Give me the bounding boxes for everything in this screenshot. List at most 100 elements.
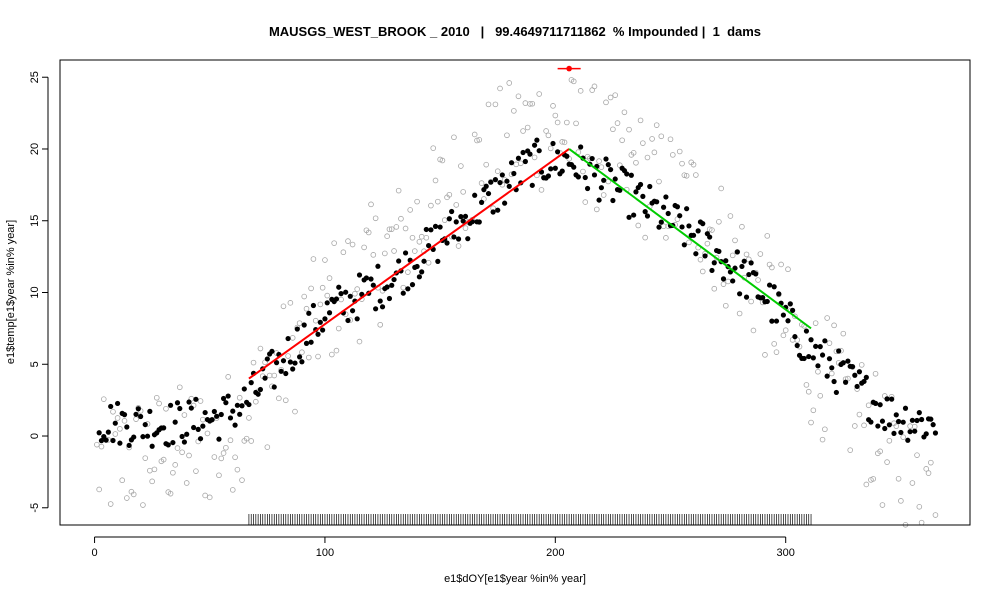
water-temp-point: [483, 183, 489, 189]
air-temp-point: [329, 351, 335, 358]
water-temp-point: [389, 282, 395, 288]
air-temp-point: [243, 435, 250, 442]
air-temp-point: [785, 266, 791, 273]
air-temp-point: [543, 128, 549, 134]
water-temp-point: [771, 284, 777, 290]
water-temp-point: [695, 228, 701, 234]
air-temp-point: [494, 168, 501, 174]
water-temp-point: [437, 224, 443, 230]
air-temp-point: [370, 252, 377, 258]
water-temp-point: [923, 431, 929, 437]
water-temp-point: [98, 438, 105, 444]
air-temp-point: [895, 475, 902, 482]
water-temp-point: [836, 348, 842, 354]
air-temp-point: [778, 261, 784, 268]
water-temp-point: [336, 284, 342, 290]
air-temp-point: [690, 161, 697, 168]
water-temp-point: [559, 168, 565, 174]
air-temp-point: [810, 407, 817, 414]
water-temp-point: [642, 209, 648, 215]
air-temp-point: [365, 229, 372, 236]
water-temp-point: [813, 343, 819, 349]
water-temp-point: [702, 253, 708, 259]
water-temp-point: [753, 271, 759, 277]
water-temp-point: [310, 302, 317, 309]
water-temp-point: [787, 301, 793, 307]
air-temp-point: [289, 335, 296, 341]
air-temp-point: [693, 172, 699, 178]
water-temp-point: [492, 177, 499, 183]
water-temp-point: [709, 267, 715, 274]
water-temp-point: [596, 197, 602, 203]
water-temp-point: [875, 423, 881, 429]
air-temp-point: [614, 120, 621, 126]
air-temp-point: [828, 370, 835, 377]
air-temp-point: [884, 459, 890, 465]
water-temp-point: [262, 375, 268, 381]
water-temp-point: [868, 419, 874, 425]
air-temp-point: [709, 227, 715, 233]
air-temp-point: [815, 368, 821, 375]
water-temp-point: [124, 424, 130, 430]
water-temp-point: [135, 406, 141, 412]
water-temp-point: [184, 431, 190, 437]
water-temp-point: [743, 294, 750, 300]
air-temp-point: [644, 154, 651, 161]
water-temp-point: [220, 395, 227, 402]
air-temp-point: [223, 444, 229, 451]
air-temp-point: [893, 423, 900, 429]
air-temp-point: [863, 481, 870, 488]
water-temp-point: [780, 312, 786, 318]
air-temp-point: [699, 268, 706, 275]
water-temp-point: [354, 316, 360, 322]
water-temp-point: [806, 353, 812, 360]
water-temp-point: [338, 291, 344, 297]
air-temp-point: [612, 92, 619, 98]
water-temp-point: [181, 439, 188, 445]
water-temp-point: [269, 348, 275, 354]
air-temp-point: [400, 284, 407, 291]
air-temp-point: [411, 248, 418, 254]
water-temp-point: [898, 429, 904, 436]
water-temp-point: [631, 212, 637, 218]
air-temp-point: [593, 206, 600, 213]
water-temp-point: [891, 430, 897, 437]
water-temp-point: [932, 430, 939, 436]
air-temp-point: [911, 423, 918, 430]
air-temp-point: [372, 215, 379, 222]
air-temp-point: [326, 275, 333, 281]
air-temp-point: [743, 251, 750, 258]
air-temp-point: [545, 132, 552, 139]
air-temp-point: [706, 226, 713, 233]
air-temp-point: [637, 117, 644, 124]
air-temp-point: [750, 327, 757, 334]
air-temp-point: [474, 137, 480, 144]
air-temp-point: [324, 292, 331, 299]
air-temp-point: [176, 384, 183, 391]
water-temp-point: [432, 223, 439, 229]
air-temp-point: [633, 159, 639, 166]
air-temp-point: [907, 423, 913, 429]
x-tick-label: 100: [316, 547, 334, 559]
water-temp-point: [905, 437, 911, 443]
air-temp-point: [202, 492, 208, 499]
air-temp-point: [506, 80, 513, 86]
y-tick-label: 20: [29, 143, 41, 155]
plot-frame: [59, 59, 971, 526]
x-axis: 0 100 200 300: [91, 536, 795, 559]
water-temp-point: [195, 426, 201, 432]
air-temp-point: [455, 243, 462, 249]
water-temp-point: [402, 250, 409, 256]
water-temp-point: [601, 177, 607, 183]
water-temp-point: [303, 340, 310, 346]
air-temp-point: [773, 349, 780, 355]
air-temp-point: [149, 478, 155, 485]
water-temp-point: [296, 354, 303, 360]
air-temp-point: [736, 310, 743, 317]
water-temp-point: [144, 433, 151, 439]
air-temp-point: [531, 154, 538, 161]
air-temp-point: [640, 140, 646, 146]
water-temp-point: [914, 417, 920, 424]
water-temp-point: [273, 360, 280, 366]
water-temp-point: [193, 396, 199, 402]
